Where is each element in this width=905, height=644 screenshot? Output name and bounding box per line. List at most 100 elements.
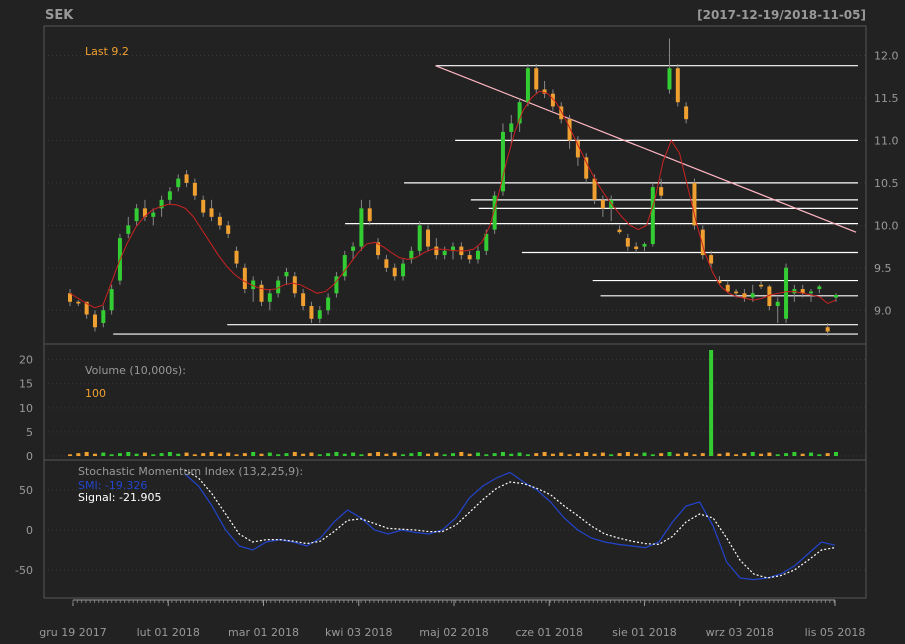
volume-bar: [259, 453, 264, 456]
x-tick-label: kwi 03 2018: [325, 626, 392, 639]
volume-bar: [575, 453, 580, 456]
candle-body: [401, 263, 406, 277]
candle-body: [376, 242, 381, 256]
volume-bar: [342, 453, 347, 456]
candle-body: [750, 293, 755, 298]
volume-bar: [634, 453, 639, 456]
volume-bar: [625, 452, 630, 456]
candle-body: [209, 208, 214, 217]
candle-body: [825, 327, 830, 332]
candle-body: [809, 291, 814, 294]
candle-body: [134, 208, 139, 222]
x-tick-label: cze 01 2018: [515, 626, 583, 639]
volume-bar: [417, 452, 422, 456]
candle-body: [359, 208, 364, 247]
candle-body: [642, 244, 647, 247]
x-tick-label: wrz 03 2018: [706, 626, 774, 639]
volume-bar: [742, 453, 747, 456]
candle-body: [734, 291, 739, 294]
y-tick-label: 15: [19, 378, 33, 391]
volume-bar: [834, 452, 838, 456]
candle-body: [276, 280, 281, 294]
y-tick-label: 11.0: [874, 134, 899, 147]
volume-bar: [600, 452, 605, 456]
volume-bar: [317, 454, 322, 456]
candle-body: [284, 272, 289, 277]
candle-body: [159, 199, 164, 209]
volume-bar: [217, 453, 222, 456]
volume-bar: [426, 453, 431, 456]
volume-bar: [817, 454, 822, 456]
y-tick-label: 10.5: [874, 177, 899, 190]
candle-body: [309, 306, 314, 319]
candle-body: [767, 286, 772, 307]
volume-bar: [276, 454, 281, 456]
candle-body: [709, 255, 714, 264]
candle-body: [725, 284, 730, 292]
candle-body: [550, 93, 555, 107]
y-tick-label: 5: [26, 426, 33, 439]
volume-bar: [667, 452, 672, 456]
candle-body: [417, 225, 422, 251]
volume-bar: [759, 453, 764, 456]
candle-body: [634, 246, 639, 250]
chart-title: SEK: [45, 8, 74, 23]
candle-body: [184, 174, 189, 183]
volume-bar: [242, 453, 247, 456]
volume-bar: [309, 452, 314, 456]
volume-bar: [609, 454, 614, 456]
volume-bar: [76, 453, 81, 456]
candle-body: [492, 195, 497, 230]
candle-body: [251, 280, 256, 290]
volume-bar: [159, 453, 164, 456]
candle-body: [775, 301, 780, 307]
volume-bar: [534, 453, 539, 456]
x-tick-label: lis 05 2018: [805, 626, 866, 639]
x-tick-label: gru 19 2017: [39, 626, 106, 639]
volume-bar: [351, 452, 356, 456]
candle-body: [384, 259, 389, 268]
candle-body: [367, 208, 372, 222]
candle-body: [426, 229, 431, 247]
volume-bar: [84, 452, 89, 456]
candle-body: [126, 225, 131, 234]
signal-line: [184, 469, 836, 579]
volume-bar: [517, 452, 522, 456]
candle-body: [142, 208, 147, 217]
volume-bar: [684, 452, 689, 456]
volume-bar: [492, 453, 497, 456]
volume-bar: [192, 454, 197, 456]
candle-body: [467, 255, 472, 260]
volume-bar: [184, 452, 189, 456]
candle-body: [567, 119, 572, 141]
candle-body: [242, 267, 247, 290]
y-tick-label: 11.5: [874, 92, 899, 105]
volume-bar: [434, 452, 439, 456]
candle-body: [817, 286, 822, 290]
candle-body: [692, 182, 697, 226]
volume-bar: [475, 452, 480, 456]
y-tick-label: 20: [19, 354, 33, 367]
candle-body: [292, 276, 297, 294]
candle-body: [559, 106, 564, 120]
candle-body: [584, 157, 589, 179]
candle-body: [351, 246, 356, 251]
candle-body: [575, 140, 580, 158]
candle-body: [834, 294, 838, 298]
volume-bar: [292, 452, 297, 456]
volume-bar: [201, 453, 206, 456]
candle-body: [759, 284, 764, 287]
volume-bar: [117, 453, 122, 456]
last-price-label: Last 9.2: [85, 45, 129, 58]
smi-value: SMI: -19.326: [78, 479, 147, 492]
y-tick-label: -50: [15, 564, 33, 577]
volume-bar: [267, 452, 272, 456]
candle-body: [217, 216, 222, 226]
volume-bar: [734, 454, 739, 456]
volume-bar: [176, 453, 181, 456]
volume-bar: [167, 452, 172, 456]
candle-body: [617, 229, 622, 233]
y-tick-label: 10: [19, 402, 33, 415]
volume-panel: [43, 343, 867, 461]
date-range: [2017-12-19/2018-11-05]: [697, 8, 866, 22]
